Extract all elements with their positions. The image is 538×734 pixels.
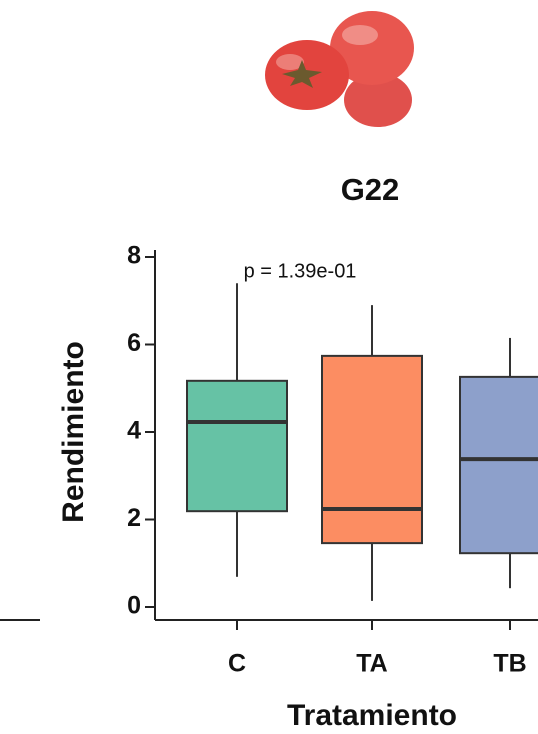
x-tick-label: C <box>228 650 246 678</box>
y-tick-label: 2 <box>127 504 141 532</box>
tomato-illustration <box>265 11 414 127</box>
x-axis-label: Tratamiento <box>287 699 457 732</box>
x-tick-label: TB <box>493 650 526 678</box>
y-tick-label: 4 <box>127 417 141 445</box>
x-tick-label: TA <box>356 650 387 678</box>
box <box>187 381 287 511</box>
chart-title: G22 <box>341 172 400 207</box>
y-tick-label: 0 <box>127 592 141 620</box>
annotation: p = 1.39e-01 <box>244 260 357 282</box>
y-tick-label: 6 <box>127 329 141 357</box>
box <box>322 356 422 543</box>
box <box>460 377 538 553</box>
y-axis-label: Rendimiento <box>57 341 90 523</box>
y-tick-label: 8 <box>127 242 141 270</box>
chart: G22 p = 1.39e-01 Tratamiento Rendimiento… <box>0 0 538 734</box>
